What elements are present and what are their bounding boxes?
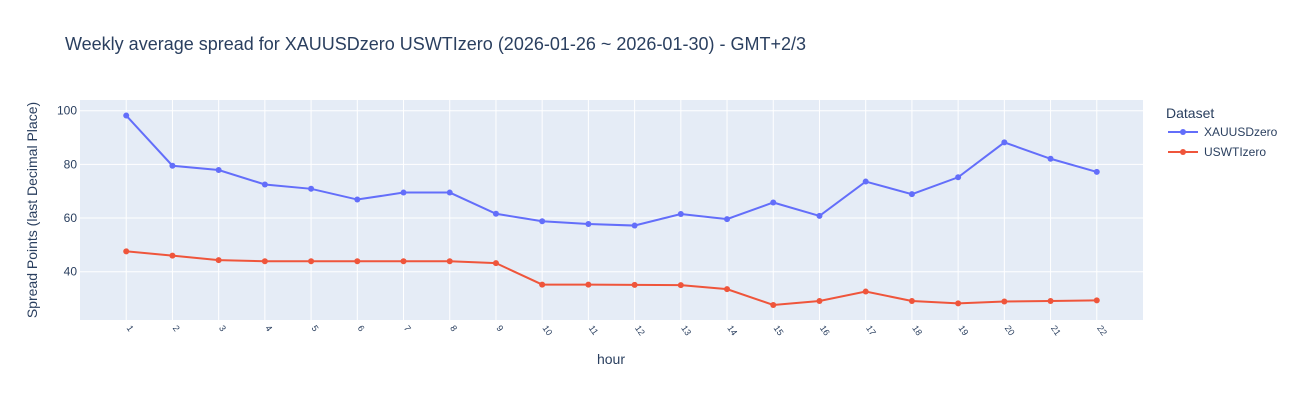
data-point [955,300,962,307]
y-tick-label: 40 [64,265,78,279]
x-tick-label: 15 [772,323,786,337]
data-point [492,260,499,267]
y-axis-ticks: 40 60 80 100 [57,104,77,279]
data-point [816,297,823,304]
series-layer [123,112,1100,308]
data-point [400,189,407,196]
data-point [1001,139,1008,146]
series-USWTIzero [123,248,1100,308]
data-point [261,181,268,188]
x-tick-label: 19 [956,323,970,337]
data-point [215,167,222,174]
data-point [677,211,684,218]
data-point [446,189,453,196]
x-tick-label: 4 [263,323,274,333]
data-point [308,185,315,192]
x-tick-label: 5 [309,323,320,333]
data-point [770,199,777,206]
data-point [169,162,176,169]
x-tick-label: 13 [679,323,693,337]
x-tick-label: 21 [1049,323,1063,337]
x-tick-label: 18 [910,323,924,337]
legend-marker-icon [1180,129,1186,135]
data-point [585,281,592,288]
legend-title: Dataset [1166,105,1214,121]
data-point [631,222,638,229]
data-point [677,282,684,289]
x-tick-label: 1 [125,323,136,333]
data-point [908,191,915,198]
x-tick-label: 10 [541,323,555,337]
x-tick-label: 8 [448,323,459,333]
legend-item-USWTIzero[interactable]: USWTIzero [1168,145,1266,159]
y-tick-label: 100 [57,104,77,118]
data-point [862,178,869,185]
y-tick-label: 80 [64,157,78,171]
x-tick-label: 2 [171,323,182,333]
data-point [908,297,915,304]
x-axis-title: hour [597,351,625,367]
x-tick-label: 6 [356,323,367,333]
legend: Dataset XAUUSDzero USWTIzero [1166,105,1278,159]
legend-label: USWTIzero [1204,145,1266,159]
data-point [1001,298,1008,305]
chart-title: Weekly average spread for XAUUSDzero USW… [65,34,806,54]
data-point [1047,155,1054,162]
data-point [585,220,592,227]
data-point [215,257,222,264]
x-tick-label: 9 [494,323,505,333]
data-point [354,258,361,265]
y-tick-label: 60 [64,211,78,225]
x-tick-label: 7 [402,323,413,333]
data-point [539,218,546,225]
data-point [631,281,638,288]
data-point [308,258,315,265]
data-point [955,174,962,181]
data-point [724,286,731,293]
data-point [400,258,407,265]
x-tick-label: 12 [633,323,647,337]
y-axis-title: Spread Points (last Decimal Place) [24,102,40,318]
data-point [123,112,130,119]
legend-item-XAUUSDzero[interactable]: XAUUSDzero [1168,125,1278,139]
data-point [123,248,130,255]
x-axis-ticks: 1 2 3 4 5 6 7 8 9 10 11 12 13 14 15 16 17 18 19 20 21 22 [125,323,1110,337]
data-point [1093,297,1100,304]
plot-area [80,100,1143,320]
legend-marker-icon [1180,149,1186,155]
series-line [126,250,1097,306]
legend-label: XAUUSDzero [1204,125,1278,139]
data-point [1093,168,1100,175]
data-point [1047,297,1054,304]
x-tick-label: 22 [1095,323,1109,337]
data-point [354,196,361,203]
x-tick-label: 16 [818,323,832,337]
x-tick-label: 3 [217,323,228,333]
data-point [724,216,731,223]
data-point [539,281,546,288]
data-point [446,258,453,265]
x-tick-label: 11 [587,323,601,336]
data-point [770,301,777,308]
data-point [261,258,268,265]
data-point [169,252,176,259]
x-tick-label: 14 [725,323,739,337]
series-line [125,114,1098,227]
data-point [862,288,869,295]
x-tick-label: 20 [1003,323,1017,337]
series-XAUUSDzero [123,112,1100,229]
x-tick-label: 17 [864,323,878,337]
data-point [816,212,823,219]
data-point [492,210,499,217]
